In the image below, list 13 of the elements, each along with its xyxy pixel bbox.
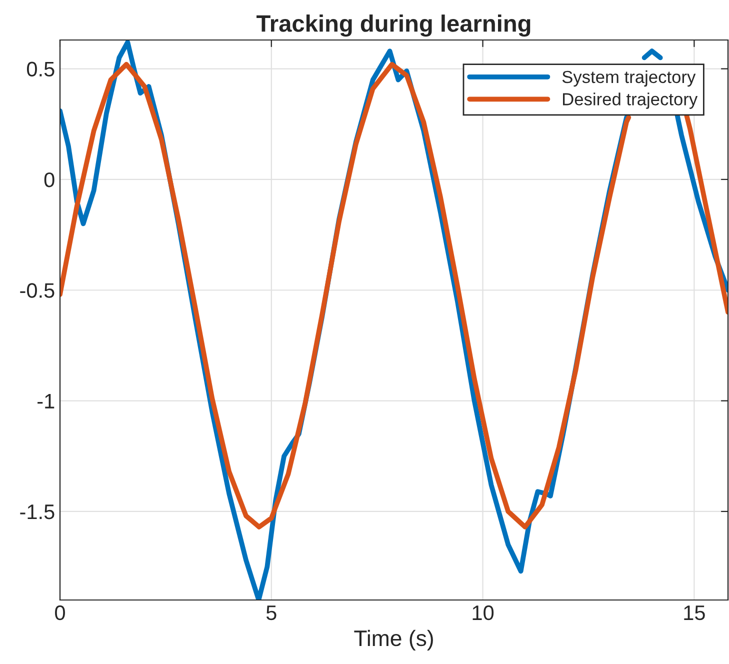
y-tick-label: -1 (38, 394, 54, 408)
y-tick-label: 0.5 (26, 62, 54, 77)
x-tick-label: 10 (472, 605, 494, 620)
y-tick-label: 0 (44, 172, 54, 188)
chart-title: Tracking during learning (256, 14, 530, 37)
x-axis-title: Time (s) (354, 630, 433, 651)
legend-label: System trajectory (562, 70, 696, 87)
legend-label: Desired trajectory (563, 92, 698, 109)
x-tick-label: 5 (266, 606, 276, 620)
x-tick-label: 0 (55, 605, 65, 620)
y-tick-label: -0.5 (20, 283, 54, 298)
x-tick-label: 15 (684, 606, 705, 620)
y-tick-label: -1.5 (20, 504, 54, 520)
